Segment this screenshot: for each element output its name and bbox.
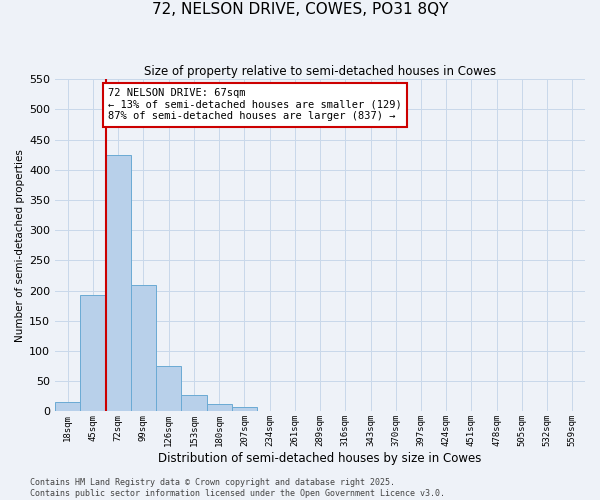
Bar — [156, 366, 181, 412]
Bar — [257, 411, 282, 412]
Bar — [131, 284, 156, 412]
Y-axis label: Number of semi-detached properties: Number of semi-detached properties — [15, 149, 25, 342]
Text: 72 NELSON DRIVE: 67sqm
← 13% of semi-detached houses are smaller (129)
87% of se: 72 NELSON DRIVE: 67sqm ← 13% of semi-det… — [108, 88, 402, 122]
Bar — [55, 402, 80, 411]
Text: Contains HM Land Registry data © Crown copyright and database right 2025.
Contai: Contains HM Land Registry data © Crown c… — [30, 478, 445, 498]
Text: 72, NELSON DRIVE, COWES, PO31 8QY: 72, NELSON DRIVE, COWES, PO31 8QY — [152, 2, 448, 18]
Bar — [181, 395, 206, 411]
Bar — [206, 404, 232, 411]
X-axis label: Distribution of semi-detached houses by size in Cowes: Distribution of semi-detached houses by … — [158, 452, 482, 465]
Title: Size of property relative to semi-detached houses in Cowes: Size of property relative to semi-detach… — [144, 65, 496, 78]
Bar — [80, 295, 106, 412]
Bar — [232, 406, 257, 412]
Bar — [106, 154, 131, 412]
